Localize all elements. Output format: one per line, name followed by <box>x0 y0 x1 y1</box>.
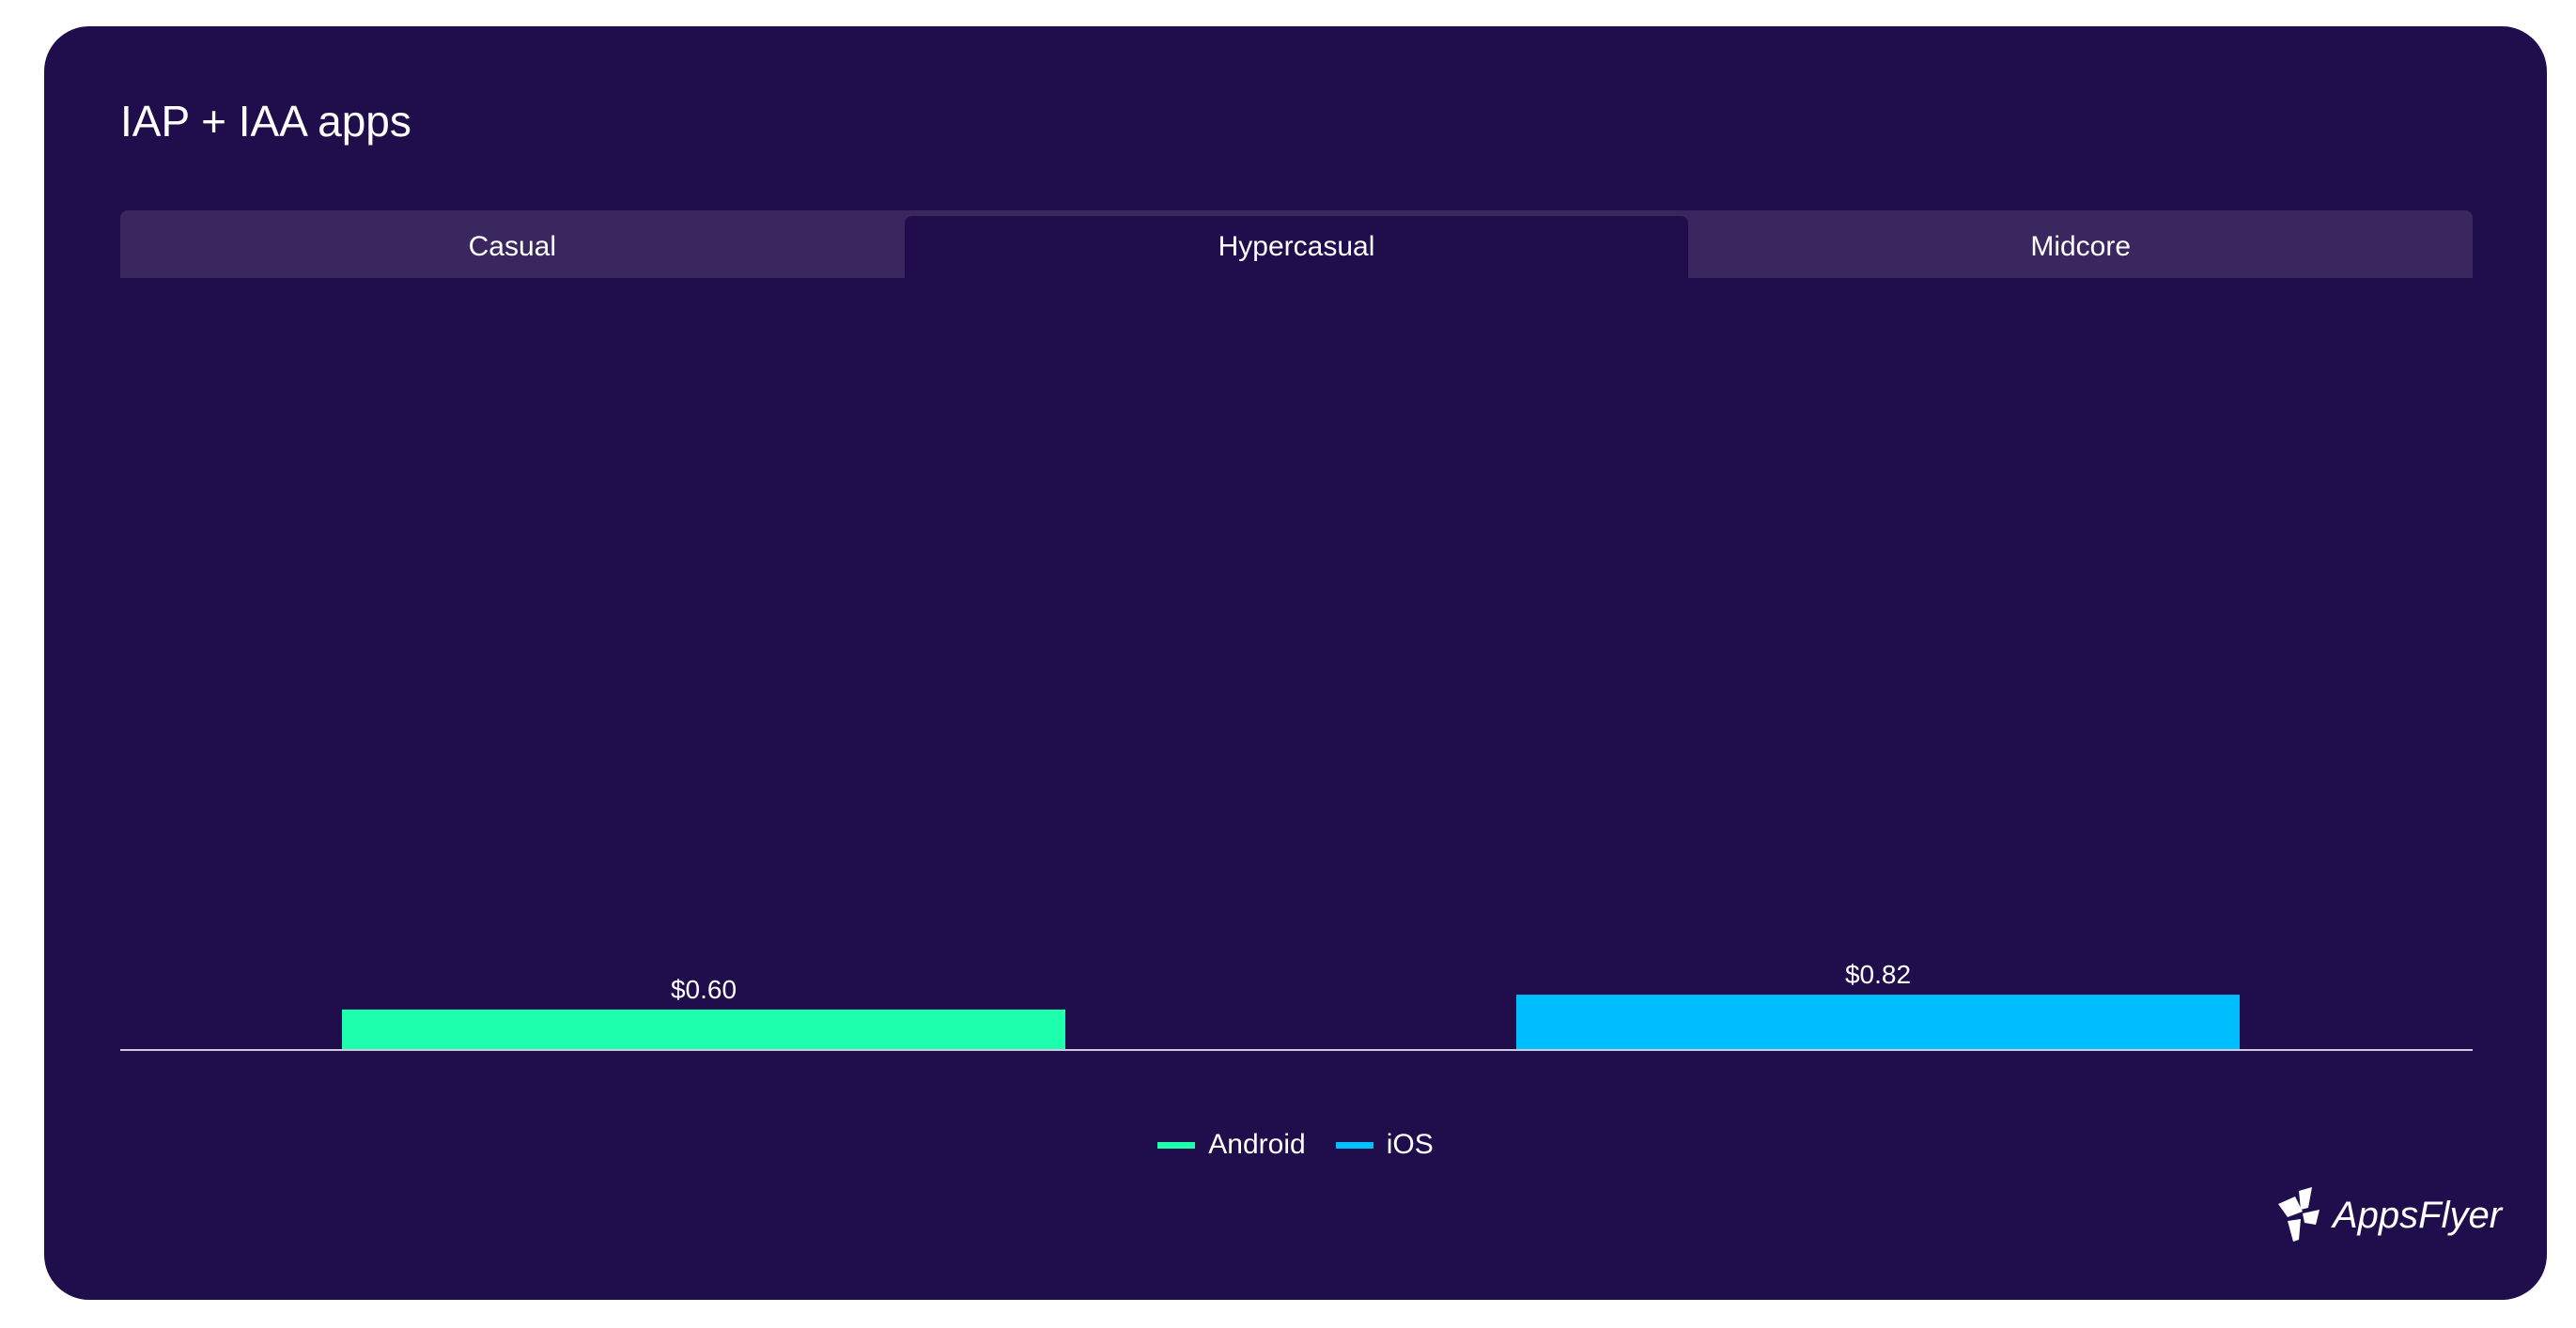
bar-ios[interactable] <box>1516 995 2240 1050</box>
chart-title: IAP + IAA apps <box>120 97 411 146</box>
category-tabs: Casual Hypercasual Midcore <box>120 210 2473 278</box>
appsflyer-logo-text: AppsFlyer <box>2333 1194 2503 1236</box>
tab-hypercasual[interactable]: Hypercasual <box>904 216 1689 278</box>
legend-item-ios[interactable]: iOS <box>1335 1129 1434 1161</box>
tab-casual[interactable]: Casual <box>468 231 557 262</box>
legend-label-ios: iOS <box>1386 1129 1434 1160</box>
chart-legend: Android iOS <box>44 1129 2547 1161</box>
legend-swatch-android <box>1157 1141 1196 1149</box>
bar-android[interactable] <box>342 1009 1065 1050</box>
bar-chart: $0.60 $0.82 <box>120 960 2473 1051</box>
chart-card: IAP + IAA apps Casual Hypercasual Midcor… <box>44 26 2547 1300</box>
appsflyer-logo-icon <box>2278 1187 2320 1242</box>
legend-item-android[interactable]: Android <box>1157 1129 1306 1161</box>
data-label-android: $0.60 <box>671 975 737 1004</box>
appsflyer-logo: AppsFlyer <box>2274 1187 2502 1243</box>
data-label-ios: $0.82 <box>1845 960 1911 989</box>
legend-label-android: Android <box>1208 1129 1306 1160</box>
tab-midcore[interactable]: Midcore <box>2030 231 2132 262</box>
legend-swatch-ios <box>1335 1141 1373 1149</box>
